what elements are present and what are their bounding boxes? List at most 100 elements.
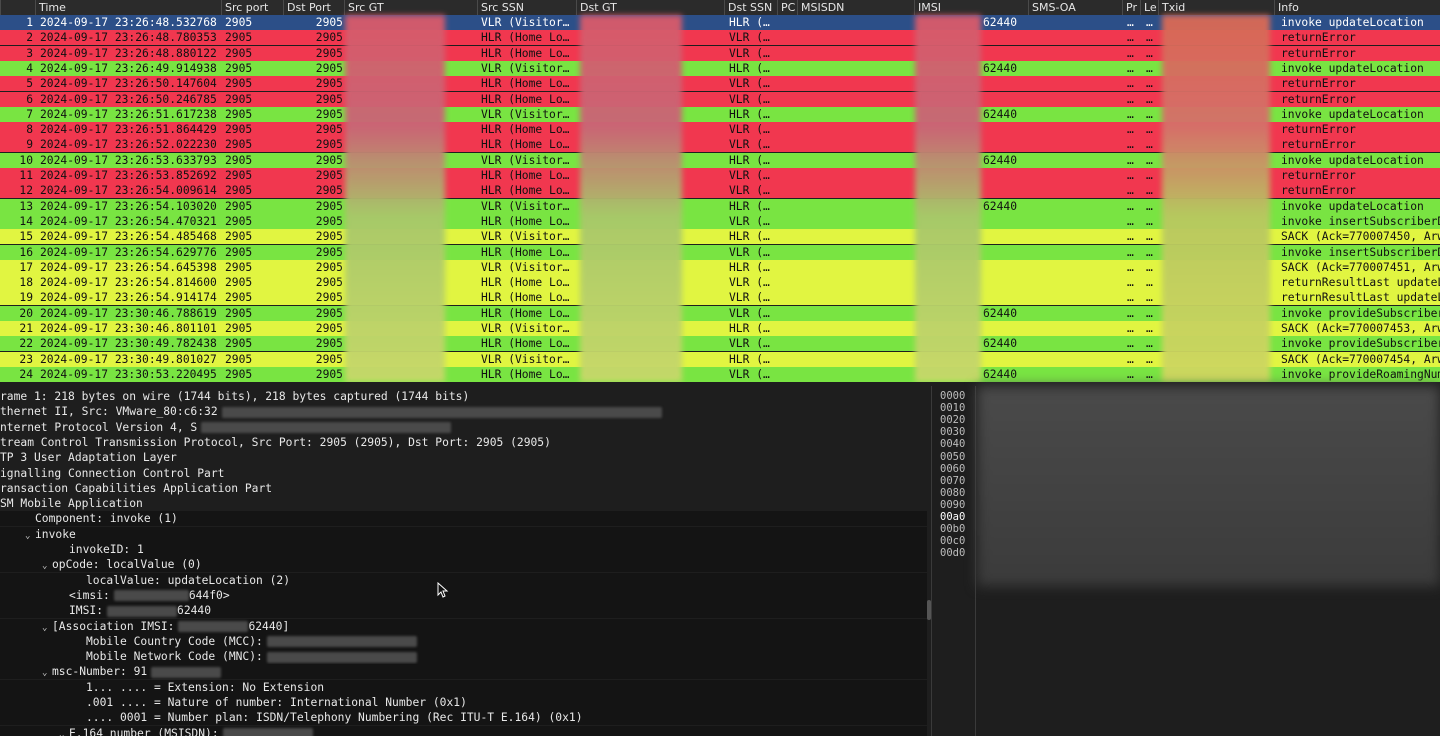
hex-offset: 0030 (940, 426, 966, 439)
packet-src-port: 2905 (225, 322, 253, 335)
column-header[interactable] (0, 0, 35, 15)
packet-le: … (1146, 337, 1153, 351)
column-header[interactable]: Le (1140, 0, 1158, 15)
packet-src-port: 2905 (225, 260, 253, 274)
hex-offset: 0090 (940, 498, 966, 511)
detail-field[interactable]: ⌄ opCode: localValue (0) (0, 557, 927, 573)
detail-field-value: 644f0> (188, 588, 230, 602)
detail-field[interactable]: .... 0001 = Number plan: ISDN/Telephony … (0, 710, 927, 726)
detail-field[interactable]: <imsi: 644f0> (0, 587, 927, 603)
packet-dst-ssn: VLR (… (729, 306, 770, 320)
packet-le: … (1146, 169, 1153, 182)
column-header[interactable]: PC (777, 0, 797, 15)
column-header[interactable]: MSISDN (797, 0, 914, 15)
packet-dst-port: 2905 (315, 77, 343, 91)
packet-row[interactable]: 11 2024-09-17 23:26:53.852692 2905 2905 HLR … (0, 168, 1440, 183)
packet-src-port: 2905 (225, 61, 253, 75)
packet-pr: … (1127, 169, 1134, 182)
detail-field[interactable]: ignalling Connection Control Part (0, 466, 224, 481)
column-header[interactable]: Pr (1122, 0, 1140, 15)
column-header[interactable]: Src port (221, 0, 283, 15)
detail-field[interactable]: 1... .... = Extension: No Extension (0, 679, 927, 695)
column-header[interactable]: Txid (1158, 0, 1274, 15)
packet-src-ssn: HLR (Home Lo… (481, 184, 570, 198)
detail-field[interactable]: Component: invoke (1) (0, 511, 927, 527)
packet-pr: … (1127, 337, 1134, 351)
packet-dst-ssn: VLR (… (729, 123, 770, 137)
pane-divider-left[interactable] (931, 386, 932, 736)
packet-le: … (1146, 214, 1153, 228)
chevron-down-icon[interactable]: ⌄ (42, 622, 48, 633)
packet-le: … (1146, 77, 1153, 91)
detail-field[interactable]: .001 .... = Nature of number: Internatio… (0, 695, 927, 710)
detail-field[interactable]: SM Mobile Application (0, 496, 143, 511)
detail-field[interactable]: ⌄ [Association IMSI: 62440] (0, 618, 927, 634)
packet-src-port: 2905 (225, 169, 253, 182)
selected-detail-field[interactable]: localValue: updateLocation (2) (0, 572, 927, 588)
chevron-down-icon[interactable]: ⌄ (42, 561, 48, 572)
detail-field-text: TP 3 User Adaptation Layer (0, 451, 177, 465)
packet-dst-ssn: HLR (… (729, 153, 770, 167)
packet-src-port: 2905 (225, 107, 253, 121)
pane-divider-right[interactable] (975, 386, 976, 736)
detail-field[interactable]: ⌄ invoke (0, 526, 927, 542)
packet-number: 4 (26, 61, 33, 75)
column-header[interactable]: Src SSN (477, 0, 576, 15)
column-header[interactable]: Src GT (344, 0, 477, 15)
packet-time: 2024-09-17 23:26:52.022230 (40, 138, 217, 152)
packet-number: 16 (19, 245, 33, 259)
packet-dst-ssn: VLR (… (729, 291, 770, 305)
packet-pr: … (1127, 306, 1134, 320)
packet-number: 9 (26, 138, 33, 152)
detail-field[interactable]: TP 3 User Adaptation Layer (0, 450, 177, 465)
packet-le: … (1146, 123, 1153, 137)
packet-imsi (983, 46, 1028, 61)
column-header[interactable]: Time (35, 0, 221, 15)
packet-pr: … (1127, 77, 1134, 91)
packet-number: 12 (19, 184, 33, 198)
packet-dst-ssn: VLR (… (729, 276, 770, 290)
packet-time: 2024-09-17 23:26:51.864429 (40, 123, 217, 137)
packet-time: 2024-09-17 23:26:48.880122 (40, 46, 217, 60)
detail-field[interactable]: Mobile Network Code (MNC): (0, 649, 927, 665)
detail-field-text: localValue: updateLocation (2) (86, 573, 291, 587)
details-scrollbar[interactable] (927, 600, 931, 620)
chevron-down-icon[interactable]: ⌄ (42, 668, 48, 679)
packet-info: invoke provideRoamingNum (1281, 367, 1440, 381)
chevron-down-icon[interactable]: ⌄ (25, 530, 31, 541)
packet-dst-port: 2905 (315, 184, 343, 198)
packet-number: 22 (19, 337, 33, 351)
chevron-down-icon[interactable]: ⌄ (59, 729, 65, 736)
column-header[interactable]: Dst Port (283, 0, 344, 15)
detail-field[interactable]: invokeID: 1 (0, 542, 927, 557)
column-header[interactable]: Dst SSN (724, 0, 777, 15)
column-header[interactable]: IMSI (914, 0, 1028, 15)
packet-le: … (1146, 16, 1153, 29)
packet-dst-ssn: HLR (… (729, 260, 770, 274)
column-header[interactable]: Info (1274, 0, 1440, 15)
hex-offset: 0070 (940, 474, 966, 487)
packet-src-port: 2905 (225, 16, 253, 29)
detail-field[interactable]: thernet II, Src: VMware_80:c6:32 (0, 404, 662, 419)
packet-imsi (983, 92, 1028, 107)
detail-field[interactable]: ⌄ msc-Number: 91 (0, 664, 927, 680)
packet-src-port: 2905 (225, 245, 253, 259)
packet-dst-port: 2905 (315, 46, 343, 60)
detail-field-text: 1... .... = Extension: No Extension (86, 680, 325, 694)
packet-dst-ssn: HLR (… (729, 16, 770, 29)
packet-pr: … (1127, 16, 1134, 29)
column-header[interactable]: SMS-OA (1028, 0, 1122, 15)
packet-imsi (983, 137, 1028, 152)
packet-imsi (983, 260, 1028, 275)
detail-field[interactable]: Mobile Country Code (MCC): (0, 633, 927, 649)
column-header[interactable]: Dst GT (576, 0, 724, 15)
packet-pr: … (1127, 92, 1134, 106)
packet-number: 13 (19, 199, 33, 213)
detail-field[interactable]: rame 1: 218 bytes on wire (1744 bits), 2… (0, 389, 469, 404)
detail-field[interactable]: tream Control Transmission Protocol, Src… (0, 435, 551, 450)
detail-field[interactable]: nternet Protocol Version 4, S (0, 420, 452, 435)
detail-field[interactable]: IMSI: 62440 (0, 603, 927, 619)
detail-field[interactable]: ⌄ E.164 number (MSISDN): (0, 725, 927, 736)
detail-field[interactable]: ransaction Capabilities Application Part (0, 481, 272, 496)
packet-time: 2024-09-17 23:26:54.009614 (40, 184, 217, 198)
